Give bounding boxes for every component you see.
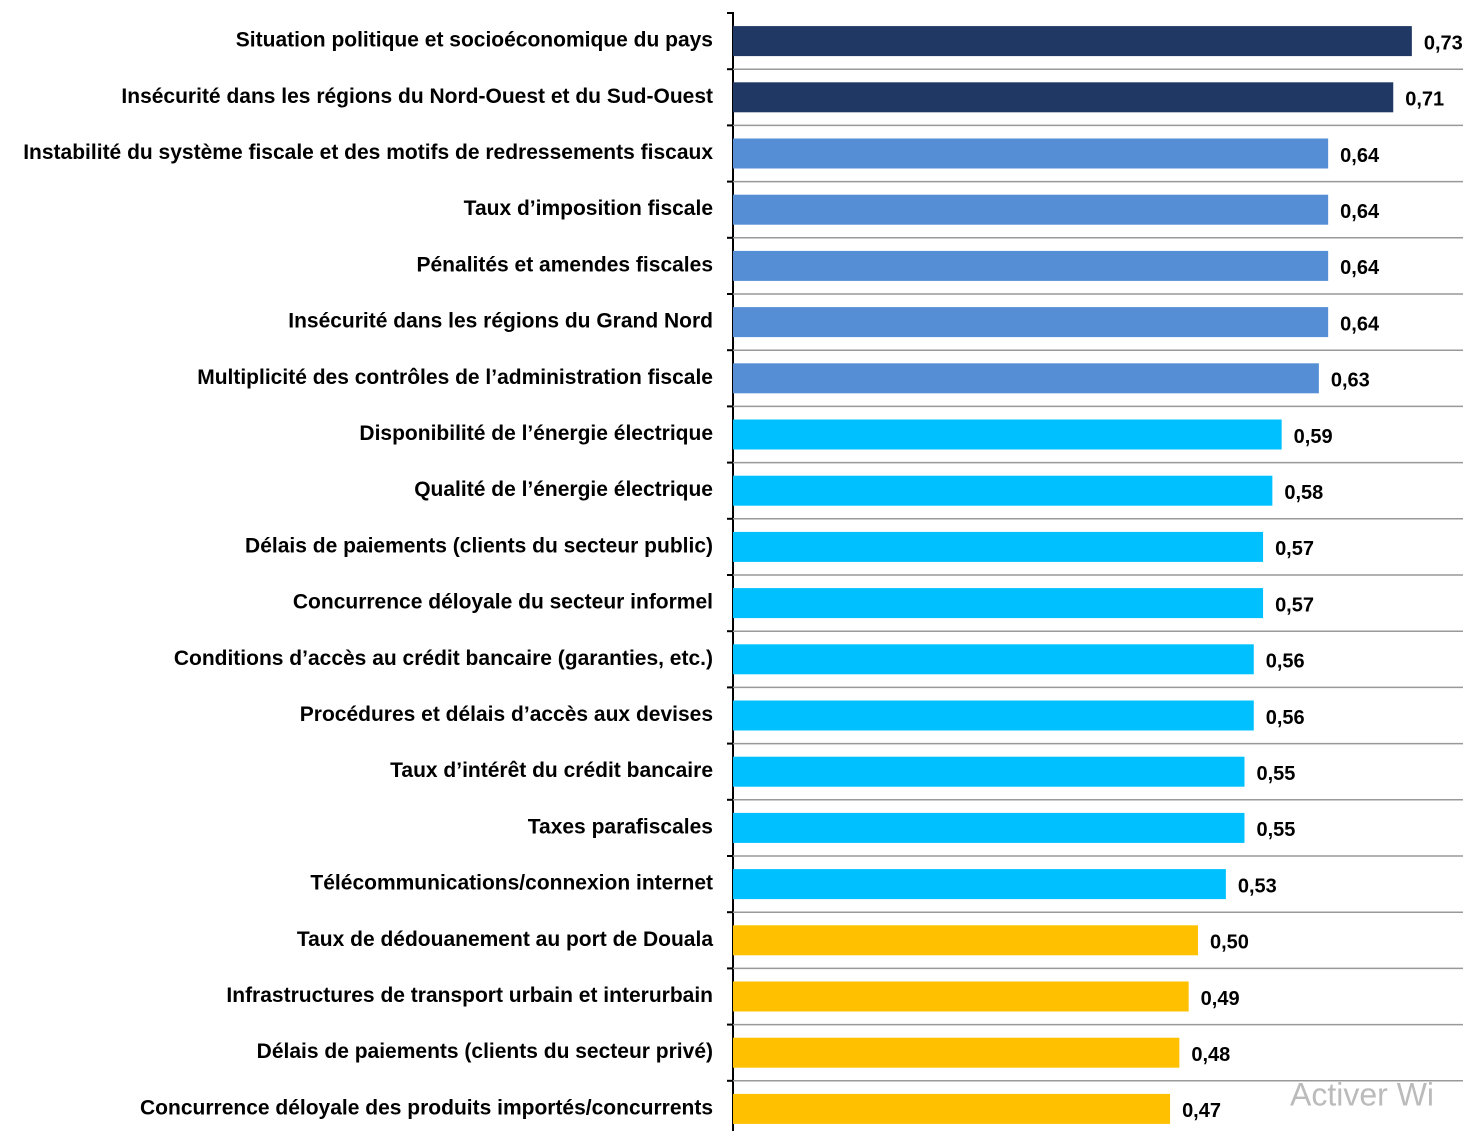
category-label: Délais de paiements (clients du secteur …: [257, 1040, 713, 1063]
value-label: 0,57: [1275, 594, 1314, 616]
value-label: 0,58: [1284, 482, 1323, 504]
value-label: 0,49: [1201, 988, 1240, 1010]
value-label: 0,55: [1256, 819, 1295, 841]
value-label: 0,57: [1275, 538, 1314, 560]
bar: [733, 1037, 1180, 1068]
bar: [733, 700, 1254, 731]
category-label: Instabilité du système fiscale et des mo…: [23, 141, 713, 164]
bar: [733, 363, 1319, 394]
value-label: 0,63: [1331, 370, 1370, 392]
category-label: Infrastructures de transport urbain et i…: [226, 984, 713, 1007]
bar: [733, 812, 1245, 843]
bar: [733, 250, 1329, 281]
bar: [733, 194, 1329, 225]
category-label: Taux d’intérêt du crédit bancaire: [390, 759, 713, 782]
value-label: 0,53: [1238, 875, 1277, 897]
bar: [733, 588, 1264, 619]
value-label: 0,64: [1340, 145, 1380, 167]
bar: [733, 82, 1394, 113]
value-label: 0,71: [1405, 89, 1444, 111]
value-label: 0,64: [1340, 257, 1380, 279]
bar: [733, 869, 1226, 900]
category-label: Taxes parafiscales: [528, 815, 713, 838]
bar: [733, 419, 1282, 450]
value-label: 0,47: [1182, 1100, 1221, 1122]
value-label: 0,56: [1266, 651, 1305, 673]
bar: [733, 307, 1329, 338]
watermark: Activer Wi: [1290, 1076, 1434, 1112]
bar: [733, 981, 1189, 1012]
category-label: Conditions d’accès au crédit bancaire (g…: [174, 647, 713, 670]
category-label: Multiplicité des contrôles de l’administ…: [197, 366, 713, 389]
value-label: 0,55: [1256, 763, 1295, 785]
bar: [733, 1093, 1171, 1124]
category-label: Délais de paiements (clients du secteur …: [245, 534, 713, 557]
bar: [733, 138, 1329, 169]
bar: [733, 925, 1198, 956]
value-label: 0,73: [1424, 32, 1463, 54]
category-label: Procédures et délais d’accès aux devises: [300, 703, 713, 726]
category-label: Pénalités et amendes fiscales: [417, 253, 714, 276]
value-label: 0,48: [1191, 1044, 1230, 1066]
value-label: 0,59: [1294, 426, 1333, 448]
value-label: 0,50: [1210, 932, 1249, 954]
category-label: Insécurité dans les régions du Grand Nor…: [288, 310, 713, 333]
bar: [733, 756, 1245, 787]
bar: [733, 475, 1273, 506]
category-label: Insécurité dans les régions du Nord-Oues…: [121, 85, 713, 108]
category-label: Taux de dédouanement au port de Douala: [297, 928, 713, 951]
value-label: 0,64: [1340, 201, 1380, 223]
value-label: 0,64: [1340, 313, 1380, 335]
category-label: Concurrence déloyale du secteur informel: [293, 591, 713, 614]
category-label: Télécommunications/connexion internet: [310, 872, 713, 895]
category-label: Situation politique et socioéconomique d…: [236, 29, 713, 52]
category-label: Taux d’imposition fiscale: [464, 197, 713, 220]
bar: [733, 644, 1254, 675]
bar: [733, 531, 1264, 562]
category-label: Qualité de l’énergie électrique: [414, 478, 713, 501]
value-label: 0,56: [1266, 707, 1305, 729]
category-label: Disponibilité de l’énergie électrique: [359, 422, 713, 445]
bar: [733, 26, 1412, 57]
category-label: Concurrence déloyale des produits import…: [140, 1096, 713, 1119]
